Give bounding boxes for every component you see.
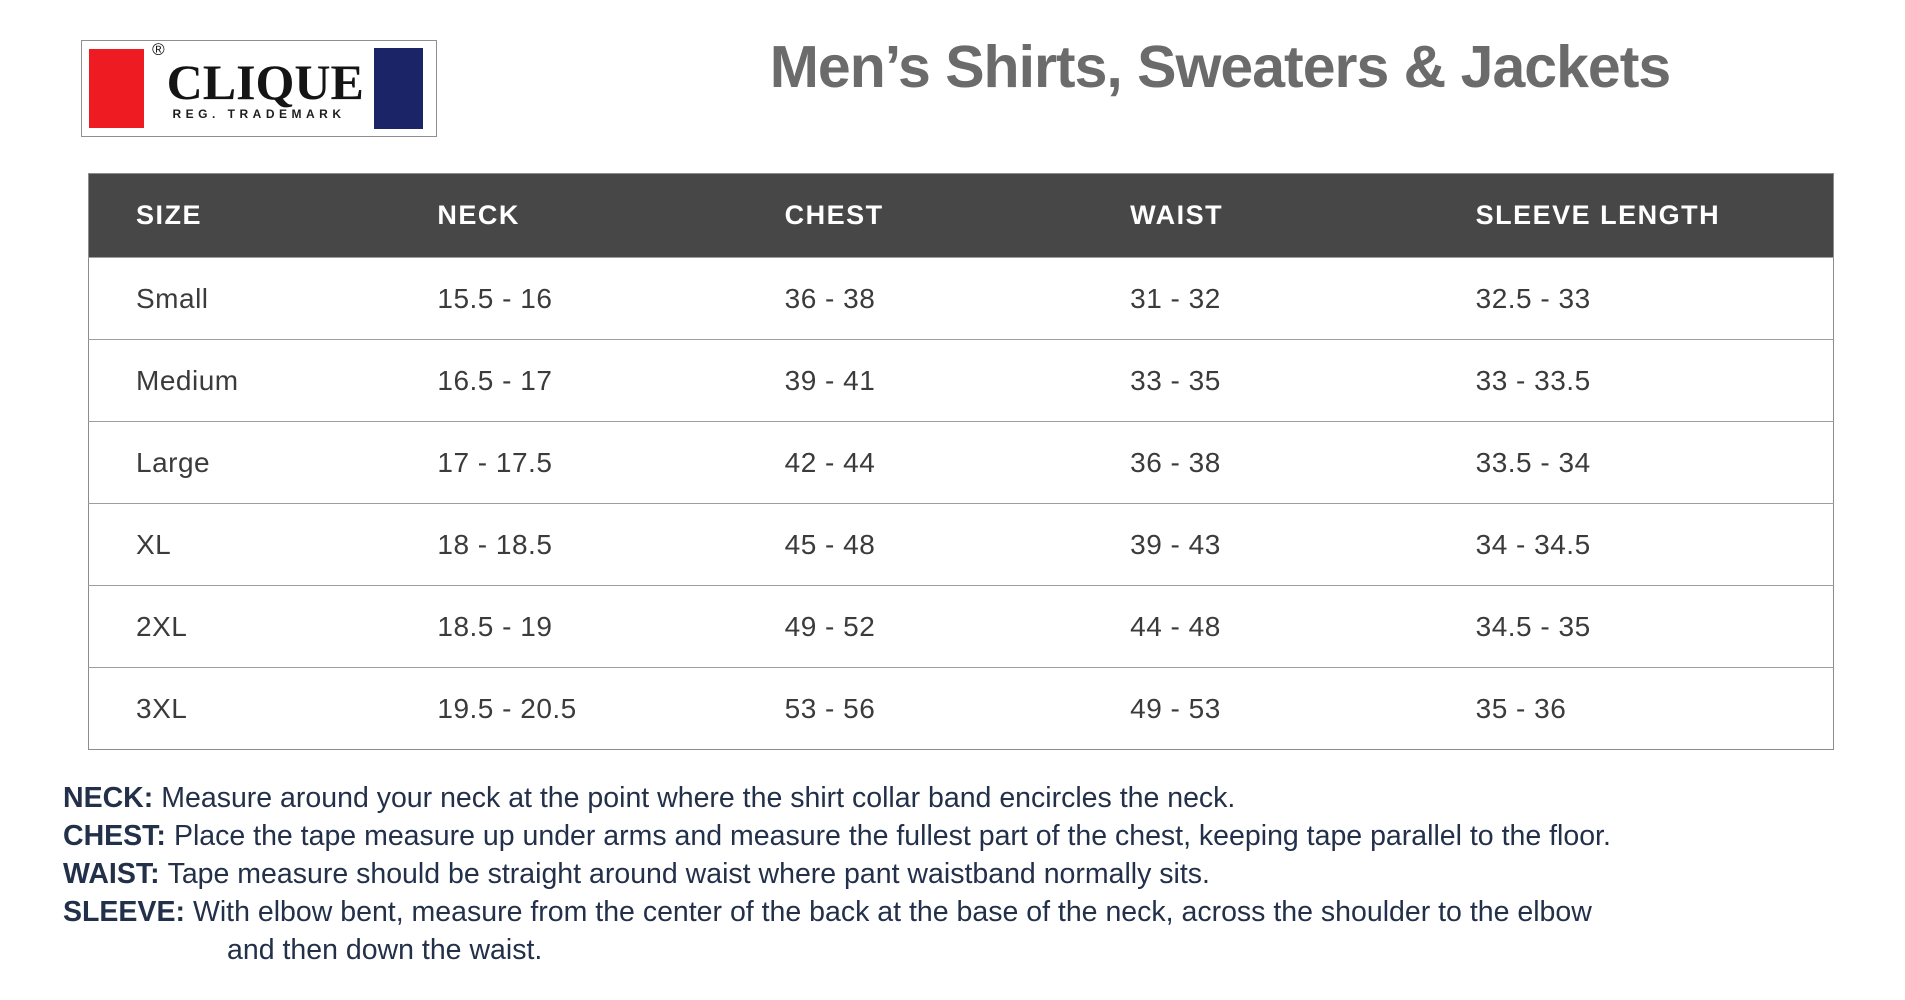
footnote-text: Place the tape measure up under arms and… (173, 820, 1611, 852)
logo-red-block (89, 49, 144, 128)
cell-size: Large (88, 421, 391, 504)
footnote-sleeve: SLEEVE: With elbow bent, measure from the… (63, 893, 1863, 931)
measurement-footnotes: NECK: Measure around your neck at the poi… (63, 779, 1863, 969)
footnote-label: CHEST: (63, 820, 166, 852)
table-row: Small 15.5 - 16 36 - 38 31 - 32 32.5 - 3… (88, 257, 1834, 340)
footnote-label: NECK: (63, 782, 154, 814)
cell-chest: 36 - 38 (737, 257, 1084, 340)
footnote-label: SLEEVE: (63, 896, 185, 928)
column-header-sleeve: SLEEVE LENGTH (1428, 173, 1834, 258)
cell-sleeve: 34.5 - 35 (1428, 585, 1834, 668)
table-row: Large 17 - 17.5 42 - 44 36 - 38 33.5 - 3… (88, 421, 1834, 504)
cell-neck: 17 - 17.5 (390, 421, 738, 504)
footnote-text: Tape measure should be straight around w… (167, 858, 1210, 890)
registered-trademark-icon: ® (152, 40, 165, 59)
footnote-neck: NECK: Measure around your neck at the poi… (63, 779, 1863, 817)
cell-waist: 39 - 43 (1083, 503, 1429, 586)
cell-waist: 33 - 35 (1083, 339, 1429, 422)
cell-neck: 18.5 - 19 (390, 585, 738, 668)
table-header-row: SIZE NECK CHEST WAIST SLEEVE LENGTH (88, 173, 1834, 258)
column-header-size: SIZE (88, 173, 391, 258)
cell-chest: 45 - 48 (737, 503, 1084, 586)
cell-neck: 19.5 - 20.5 (390, 667, 738, 750)
logo-center: ®CLIQUE REG. TRADEMARK (144, 41, 374, 121)
logo-tagline: REG. TRADEMARK (172, 107, 346, 121)
logo-brand-name: CLIQUE (166, 54, 364, 110)
cell-size: 3XL (88, 667, 391, 750)
cell-size: Medium (88, 339, 391, 422)
table-row: 2XL 18.5 - 19 49 - 52 44 - 48 34.5 - 35 (88, 585, 1834, 668)
cell-waist: 36 - 38 (1083, 421, 1429, 504)
cell-sleeve: 33.5 - 34 (1428, 421, 1834, 504)
footnote-sleeve-continuation: and then down the waist. (227, 934, 543, 966)
cell-chest: 42 - 44 (737, 421, 1084, 504)
table-row: 3XL 19.5 - 20.5 53 - 56 49 - 53 35 - 36 (88, 667, 1834, 750)
footnote-text: With elbow bent, measure from the center… (192, 896, 1592, 928)
clique-logo: ®CLIQUE REG. TRADEMARK (81, 40, 437, 137)
cell-chest: 53 - 56 (737, 667, 1084, 750)
cell-size: Small (88, 257, 391, 340)
footnote-waist: WAIST: Tape measure should be straight ar… (63, 855, 1863, 893)
cell-neck: 15.5 - 16 (390, 257, 738, 340)
cell-chest: 49 - 52 (737, 585, 1084, 668)
column-header-chest: CHEST (737, 173, 1084, 258)
cell-neck: 16.5 - 17 (390, 339, 738, 422)
table-row: Medium 16.5 - 17 39 - 41 33 - 35 33 - 33… (88, 339, 1834, 422)
footnote-text: Measure around your neck at the point wh… (161, 782, 1236, 814)
cell-size: XL (88, 503, 391, 586)
table-row: XL 18 - 18.5 45 - 48 39 - 43 34 - 34.5 (88, 503, 1834, 586)
cell-sleeve: 32.5 - 33 (1428, 257, 1834, 340)
footnote-label: WAIST: (63, 858, 160, 890)
page-title: Men’s Shirts, Sweaters & Jackets (769, 34, 1671, 100)
cell-sleeve: 33 - 33.5 (1428, 339, 1834, 422)
cell-size: 2XL (88, 585, 391, 668)
footnote-chest: CHEST: Place the tape measure up under ar… (63, 817, 1863, 855)
column-header-waist: WAIST (1083, 173, 1429, 258)
size-chart-table: SIZE NECK CHEST WAIST SLEEVE LENGTH Smal… (88, 173, 1834, 750)
cell-waist: 44 - 48 (1083, 585, 1429, 668)
cell-waist: 49 - 53 (1083, 667, 1429, 750)
cell-sleeve: 34 - 34.5 (1428, 503, 1834, 586)
cell-neck: 18 - 18.5 (390, 503, 738, 586)
cell-waist: 31 - 32 (1083, 257, 1429, 340)
cell-chest: 39 - 41 (737, 339, 1084, 422)
logo-navy-block (374, 48, 423, 129)
column-header-neck: NECK (390, 173, 738, 258)
logo-brand-text: ®CLIQUE (152, 41, 364, 110)
cell-sleeve: 35 - 36 (1428, 667, 1834, 750)
